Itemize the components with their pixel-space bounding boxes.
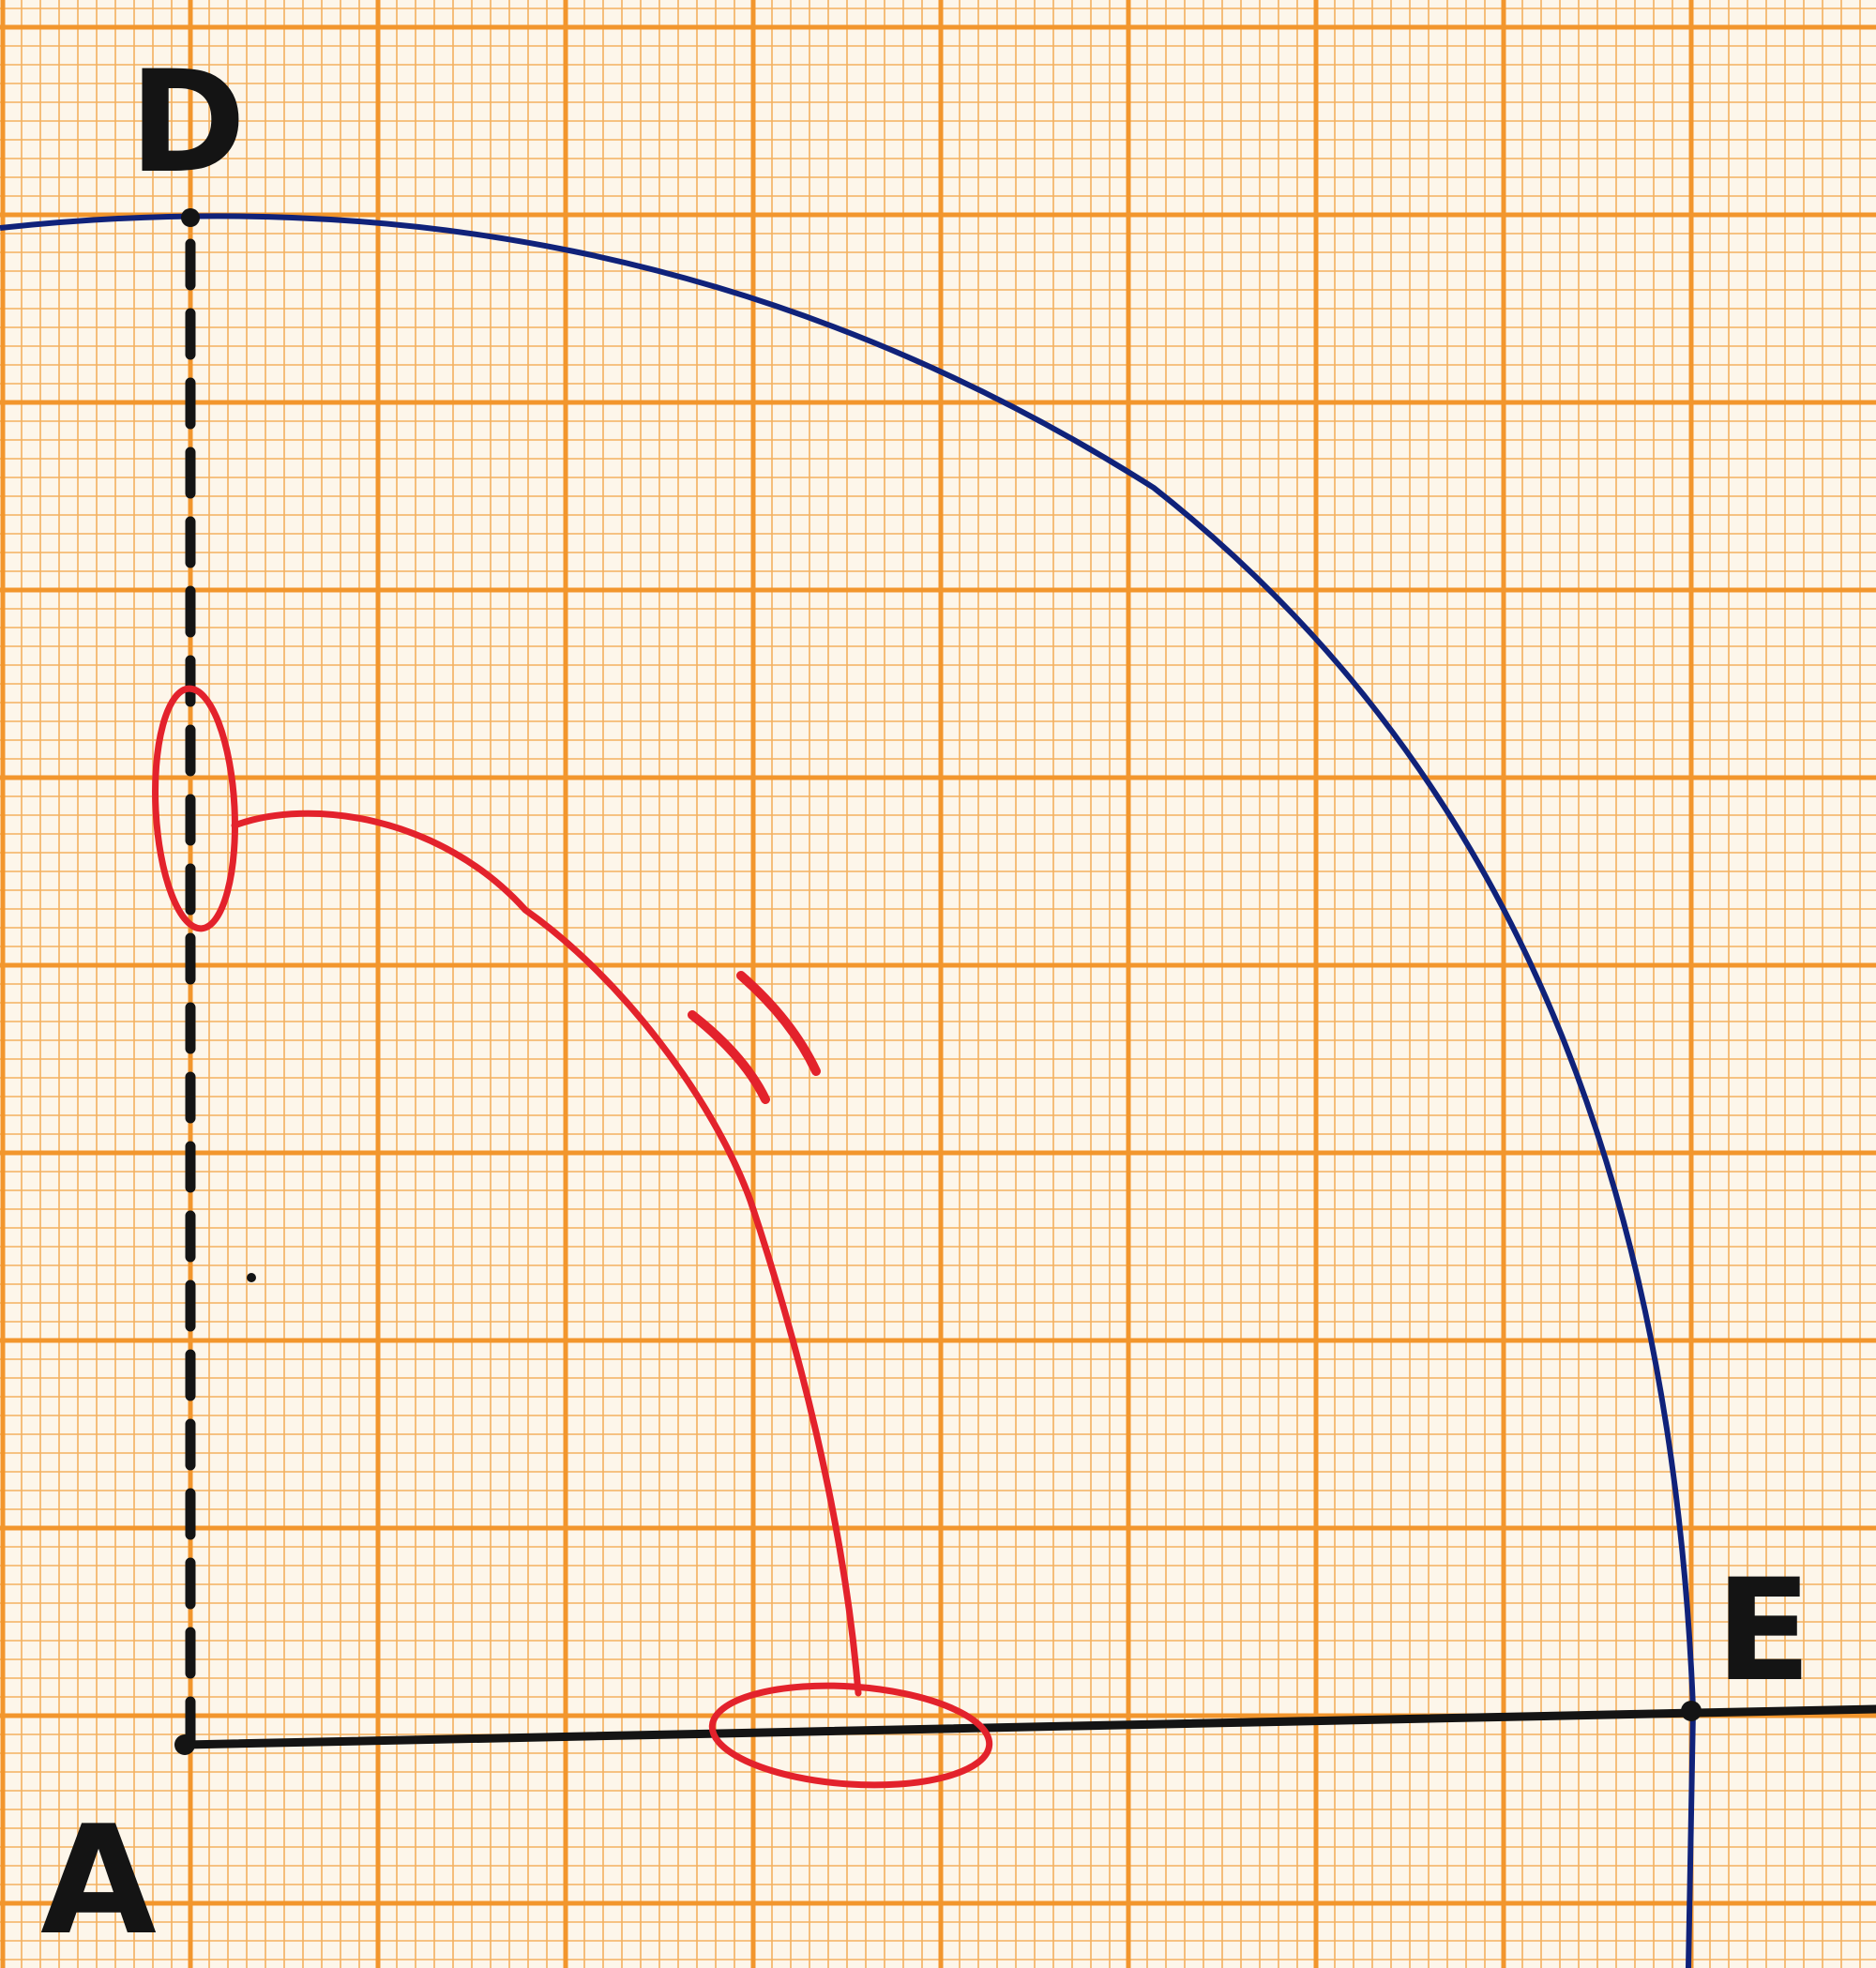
point-d [181,208,200,227]
arc-de [0,213,1697,1968]
point-a [174,1734,195,1755]
red-circle-on-ad [152,685,238,932]
segment-ae [180,1704,1876,1749]
label-d: D [129,41,247,204]
point-e [1681,1701,1702,1721]
label-e: E [1716,1550,1811,1713]
label-a: A [40,1793,157,1968]
red-connector-curve [231,810,862,1697]
stray-dot [247,1273,256,1282]
red-circle-on-ae [708,1682,993,1789]
red-tick-2 [736,971,821,1076]
red-tick-1 [688,1010,770,1104]
